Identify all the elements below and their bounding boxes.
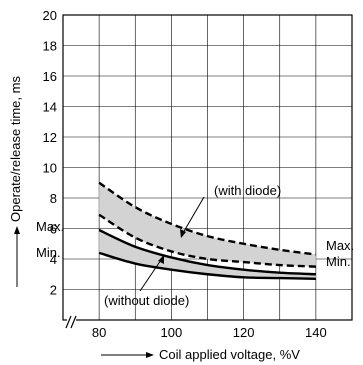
plot-frame — [62, 14, 353, 321]
x-tick-label: 140 — [305, 325, 327, 340]
label-left-max: Max. — [36, 219, 64, 234]
y-tick-label: 12 — [43, 130, 57, 145]
label-right-max: Max. — [326, 238, 354, 253]
y-axis-label-arrowhead — [14, 226, 20, 234]
y-axis-label: Operate/release time, ms — [8, 76, 23, 222]
y-tick-label: 18 — [43, 39, 57, 54]
annotation-with-diode-arrowhead — [180, 229, 186, 238]
tick-labels: 2 4 6 8 10 12 14 16 18 20 80 100 120 140 — [43, 8, 327, 340]
annotation-without-diode-leader — [139, 259, 162, 292]
y-tick-label: 16 — [43, 69, 57, 84]
annotation-without-diode-arrowhead — [158, 255, 164, 264]
series-lines — [98, 181, 317, 281]
series-line-without-diode-max — [98, 228, 316, 276]
series-line-with-diode-max — [98, 181, 317, 256]
series-line-without-diode-min — [98, 251, 316, 281]
x-tick-label: 120 — [233, 325, 255, 340]
series-line-with-diode-min — [98, 213, 316, 268]
band-with-diode — [99, 182, 316, 267]
x-tick-label: 100 — [161, 325, 183, 340]
y-tick-label: 8 — [50, 191, 57, 206]
x-axis-break-mark — [65, 315, 77, 329]
y-tick-label: 2 — [50, 283, 57, 298]
x-tick-label: 80 — [92, 325, 106, 340]
annotation-with-diode-leader — [182, 196, 205, 234]
label-right-min: Min. — [326, 254, 351, 269]
y-tick-label: 20 — [43, 8, 57, 23]
plot-border — [62, 14, 353, 321]
y-tick-label: 4 — [50, 252, 57, 267]
y-tick-label: 14 — [43, 100, 57, 115]
annotation-without-diode: (without diode) — [104, 293, 189, 308]
x-axis-label-arrowhead — [146, 352, 154, 358]
y-tick-label: 10 — [43, 161, 57, 176]
label-left-min: Min. — [36, 245, 61, 260]
y-tick-label: 6 — [50, 222, 57, 237]
annotation-with-diode: (with diode) — [214, 183, 281, 198]
x-axis-label: Coil applied voltage, %V — [159, 347, 300, 362]
